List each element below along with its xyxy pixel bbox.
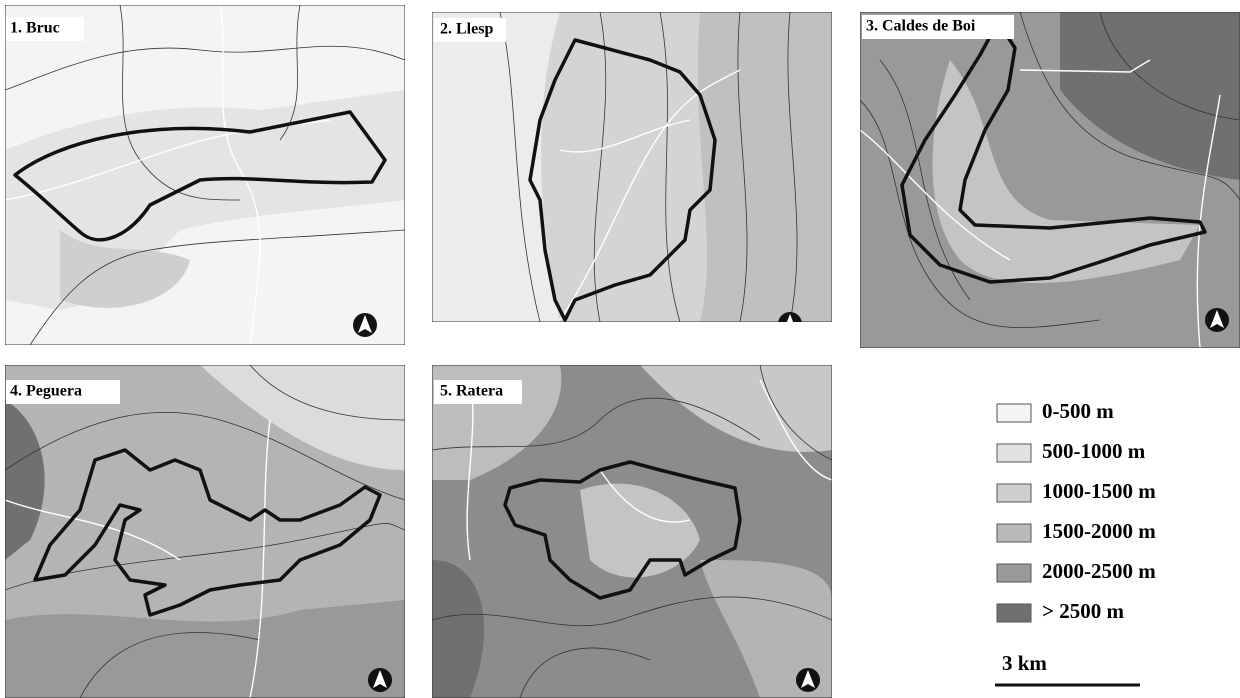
panel-title: 2. Llesp: [440, 21, 493, 38]
map-panel: 3. Caldes de Boi: [860, 12, 1240, 348]
legend-swatch: [996, 443, 1032, 463]
legend-swatch: [996, 403, 1032, 423]
scale-label: 3 km: [1002, 651, 1047, 675]
legend-swatch: [996, 603, 1032, 623]
panel-title: 1. Bruc: [10, 20, 60, 37]
legend-label: 1500-2000 m: [1042, 519, 1156, 543]
map-panel: 2. Llesp: [432, 12, 832, 322]
panel-title: 3. Caldes de Boi: [866, 18, 976, 35]
legend: 0-500 m 500-1000 m 1000-1500 m 1500-2000 m 2…: [996, 399, 1156, 623]
legend-label: 1000-1500 m: [1042, 479, 1156, 503]
legend-label: 0-500 m: [1042, 399, 1114, 423]
legend-label: > 2500 m: [1042, 599, 1124, 623]
legend-swatch: [996, 563, 1032, 583]
map-panel: 4. Peguera: [5, 365, 405, 698]
panel-title: 5. Ratera: [440, 383, 503, 400]
legend-swatch: [996, 523, 1032, 543]
panel-title: 4. Peguera: [10, 383, 82, 400]
map-panel: 5. Ratera: [432, 365, 832, 698]
legend-swatch: [996, 483, 1032, 503]
legend-label: 500-1000 m: [1042, 439, 1146, 463]
legend-label: 2000-2500 m: [1042, 559, 1156, 583]
map-panel: 1. Bruc: [5, 5, 405, 345]
